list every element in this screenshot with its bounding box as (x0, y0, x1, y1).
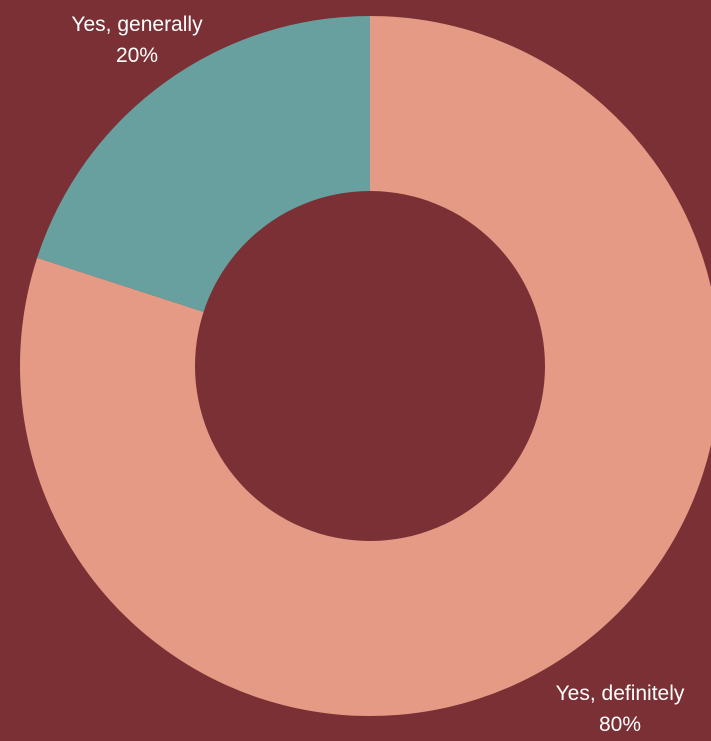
slice-label-name: Yes, definitely (556, 682, 685, 705)
donut-hole (195, 191, 545, 541)
slice-label-yes-generally: Yes, generally 20% (71, 13, 203, 67)
slice-label-value: 80% (599, 713, 641, 736)
slice-label-value: 20% (116, 44, 158, 67)
slice-label-yes-definitely: Yes, definitely 80% (556, 682, 685, 736)
slice-label-name: Yes, generally (71, 13, 203, 36)
